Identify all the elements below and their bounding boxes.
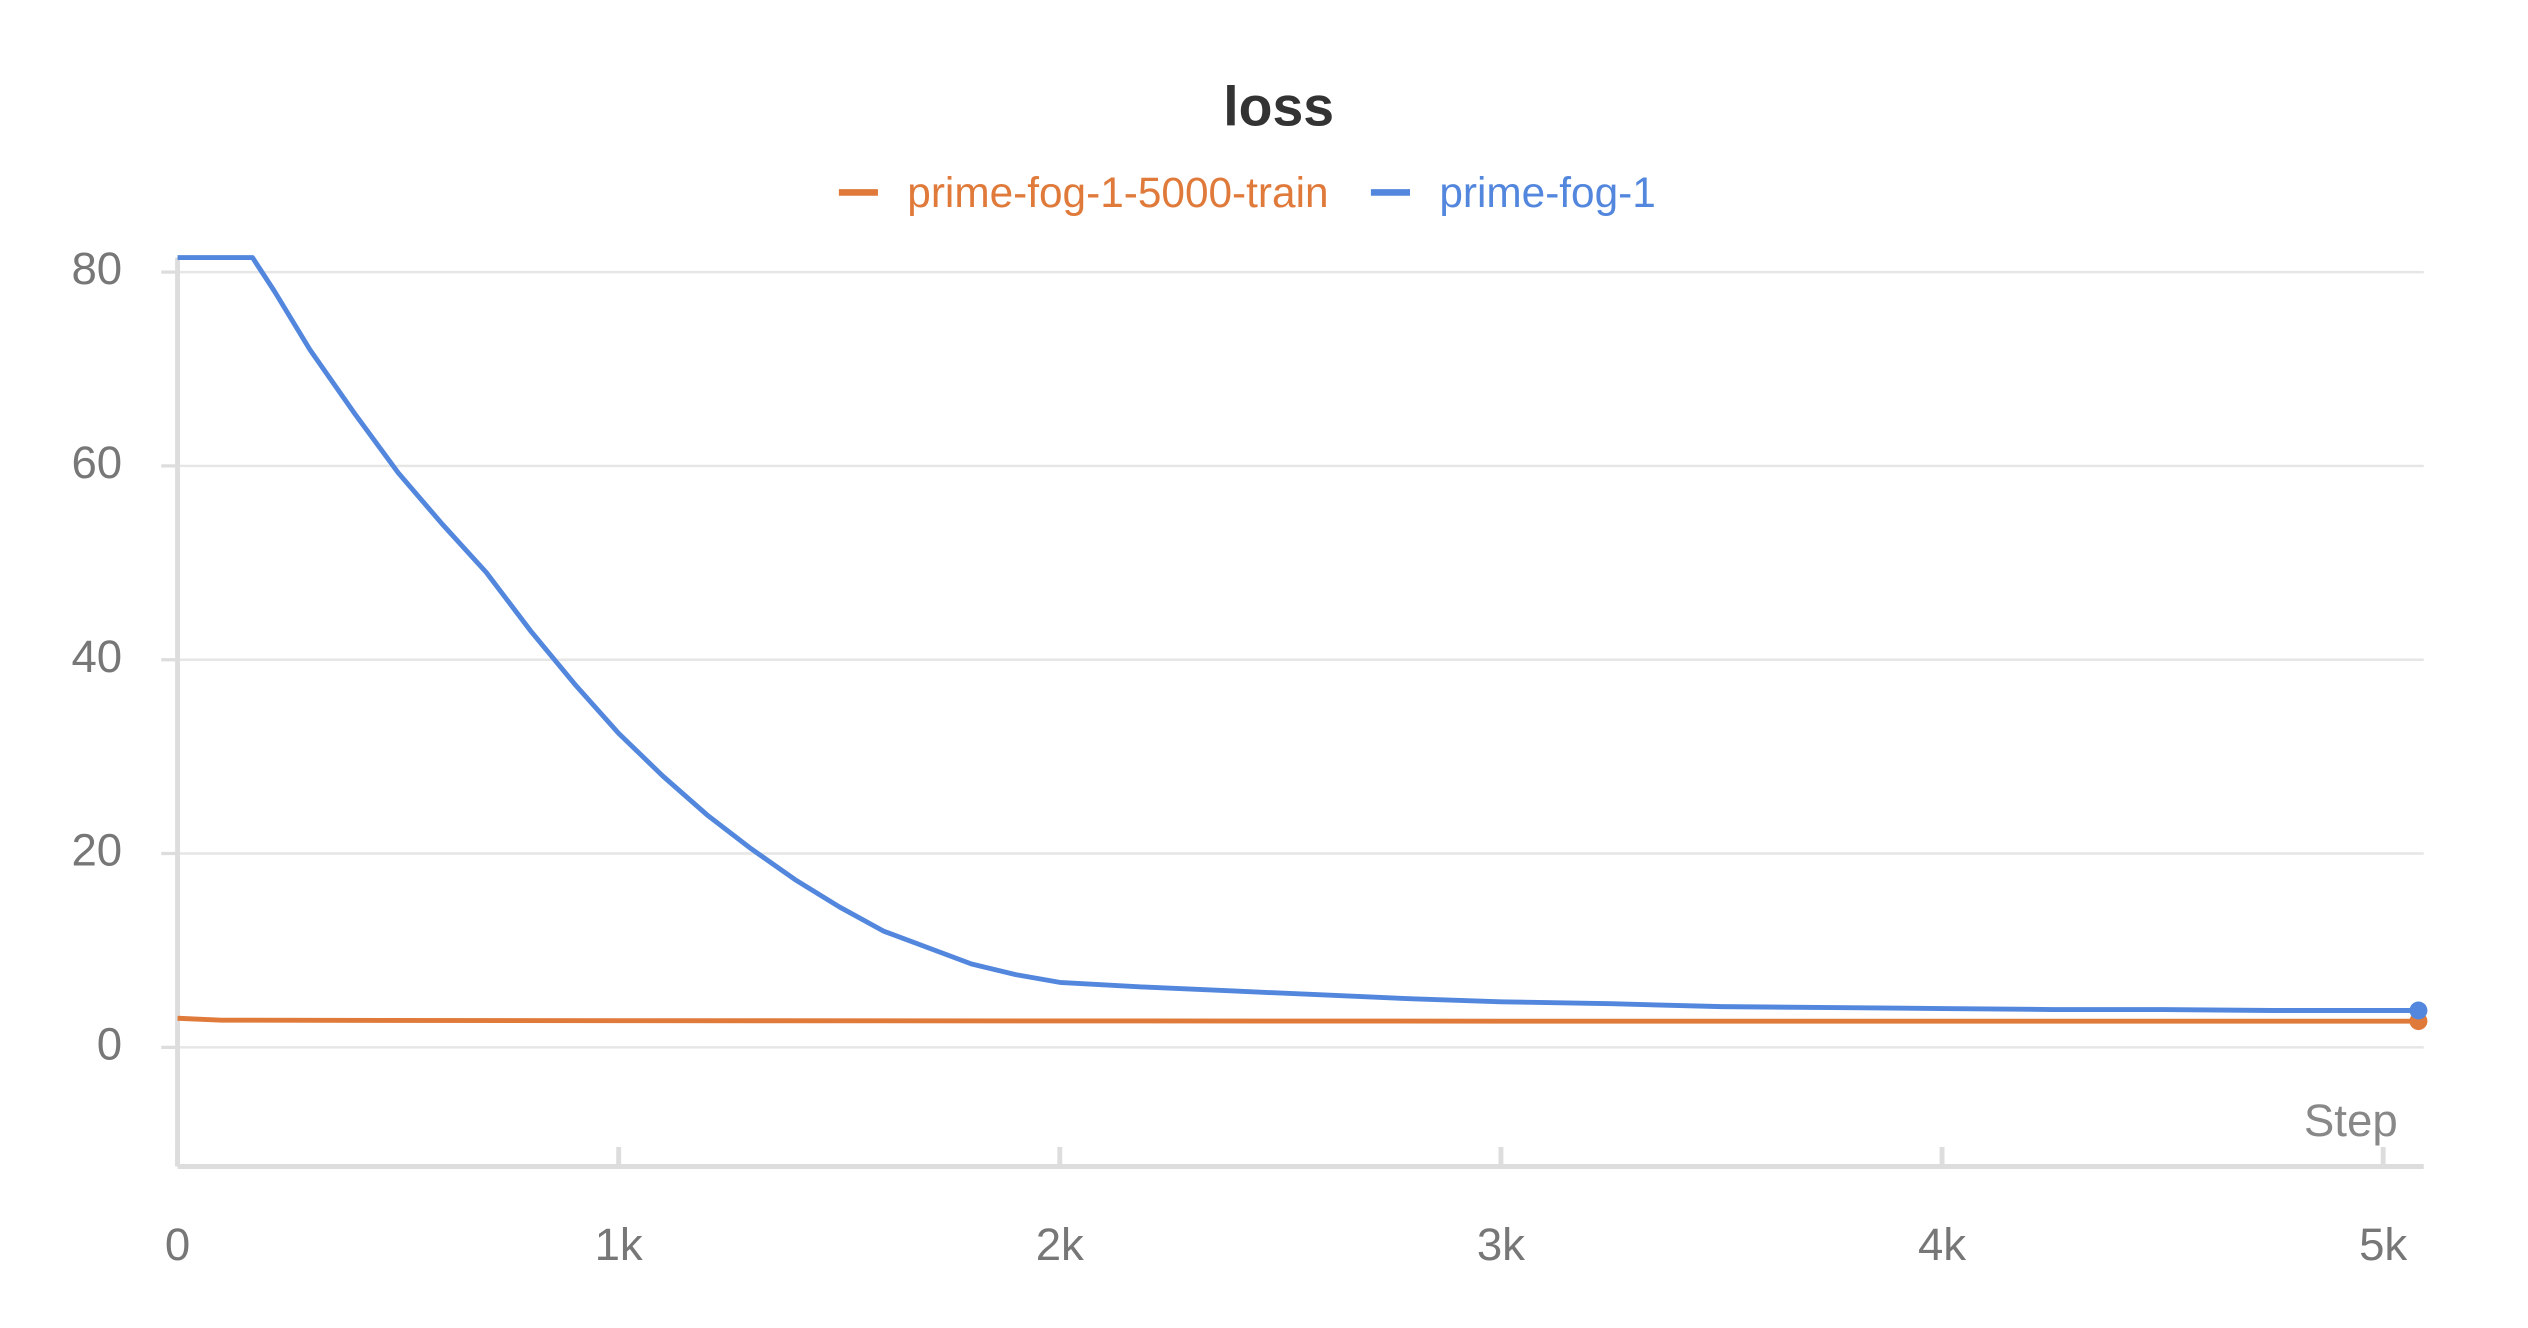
legend-label: prime-fog-1-5000-train — [907, 169, 1328, 216]
x-tick-label: 3k — [1477, 1219, 1525, 1270]
series-line — [177, 255, 2419, 1013]
series-line — [177, 1015, 2419, 1024]
y-tick-label: 60 — [71, 437, 122, 488]
y-tick-label: 80 — [71, 243, 122, 294]
end-point — [2409, 1001, 2428, 1020]
legend-label: prime-fog-1 — [1439, 169, 1656, 216]
chart-title: loss — [1223, 76, 1334, 138]
x-axis-label: Step — [2304, 1095, 2398, 1146]
x-tick-label: 2k — [1036, 1219, 1084, 1270]
y-tick-label: 20 — [71, 825, 122, 876]
y-tick-label: 0 — [97, 1018, 122, 1069]
x-tick-label: 1k — [595, 1219, 643, 1270]
y-tick-label: 40 — [71, 631, 122, 682]
x-tick-label: 0 — [165, 1219, 190, 1270]
x-tick-label: 4k — [1918, 1219, 1966, 1270]
x-tick-label: 5k — [2359, 1219, 2407, 1270]
